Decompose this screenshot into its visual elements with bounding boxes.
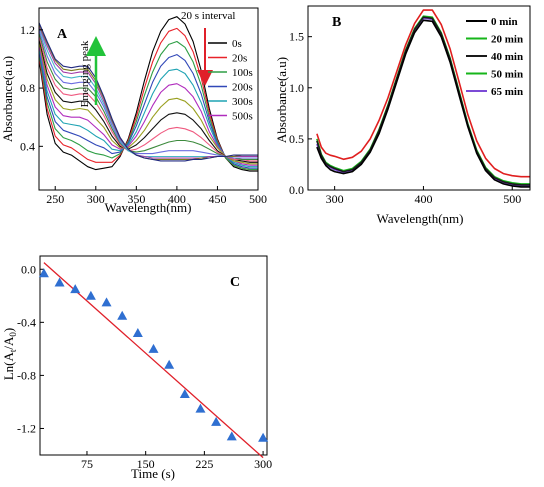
x-tick-label: 75 bbox=[81, 457, 93, 471]
y-tick-label: -0.4 bbox=[17, 315, 36, 329]
data-point bbox=[101, 297, 112, 307]
series-line-14 bbox=[38, 22, 258, 162]
fit-line bbox=[43, 262, 264, 459]
y-tick-label: 0.0 bbox=[289, 183, 304, 197]
y-tick-label: 0.8 bbox=[20, 81, 35, 95]
panel-c-ylabel-end: ) bbox=[1, 328, 16, 332]
series-line-4 bbox=[316, 19, 530, 188]
data-point bbox=[148, 343, 159, 353]
data-point bbox=[164, 359, 175, 369]
y-tick-label: -0.8 bbox=[17, 368, 36, 382]
series-line-8 bbox=[38, 35, 258, 162]
x-tick-label: 300 bbox=[87, 192, 105, 206]
legend-label: 0 min bbox=[491, 16, 518, 28]
series-line-10 bbox=[38, 29, 258, 159]
data-point bbox=[226, 431, 237, 441]
series-line-9 bbox=[38, 32, 258, 160]
panel-c: 75 150 225 300 0.0 -0.4 -0.8 -1.2 C Time (s) Ln… bbox=[1, 255, 272, 481]
panel-a-xlabel: Wavelength(nm) bbox=[104, 200, 191, 215]
panel-c-ylabel-sub1: t bbox=[8, 349, 18, 352]
series-line-0 bbox=[316, 9, 530, 178]
emerging-peak-annotation: Emerging peak bbox=[79, 40, 91, 107]
panel-c-ylabel-main: Ln(A bbox=[1, 351, 16, 380]
panel-b: 300 400 500 0.0 0.5 1.0 1.5 B Wavelength(nm) A… bbox=[274, 5, 531, 226]
x-tick-label: 300 bbox=[254, 457, 272, 471]
x-tick-label: 400 bbox=[168, 192, 186, 206]
x-tick-label: 150 bbox=[137, 457, 155, 471]
series-line-2 bbox=[38, 40, 258, 171]
panel-c-ylabel-sub2: 0 bbox=[8, 332, 18, 337]
legend-label: 65 min bbox=[491, 86, 523, 98]
panel-c-ticks: 75 150 225 300 0.0 -0.4 -0.8 -1.2 bbox=[17, 262, 272, 471]
legend-label: 50 min bbox=[491, 69, 523, 81]
panel-b-ticks: 300 400 500 0.0 0.5 1.0 1.5 bbox=[289, 30, 521, 206]
y-tick-label: 0.4 bbox=[20, 139, 35, 153]
panel-c-ylabel: Ln(At/A0) bbox=[1, 328, 18, 381]
panel-b-label: B bbox=[332, 15, 341, 30]
x-tick-label: 300 bbox=[326, 192, 344, 206]
interval-annotation: 20 s interval bbox=[181, 10, 235, 22]
x-tick-label: 350 bbox=[127, 192, 145, 206]
panel-c-points-group bbox=[38, 268, 269, 442]
panel-a-series-group bbox=[38, 16, 258, 172]
data-point bbox=[85, 290, 96, 300]
data-point bbox=[38, 268, 49, 278]
data-point bbox=[211, 416, 222, 426]
x-tick-label: 450 bbox=[208, 192, 226, 206]
series-line-6 bbox=[38, 41, 258, 165]
x-tick-label: 500 bbox=[249, 192, 267, 206]
panel-c-ylabel-mid: /A bbox=[1, 336, 16, 350]
panel-b-legend: 0 min 20 min 40 min 50 min 65 min bbox=[466, 16, 523, 98]
series-line-5 bbox=[38, 44, 258, 166]
y-tick-label: -1.2 bbox=[17, 421, 36, 435]
panel-c-fit-group bbox=[43, 262, 264, 459]
panel-b-series-group bbox=[316, 9, 530, 188]
legend-label: 100s bbox=[232, 67, 253, 79]
legend-label: 200s bbox=[232, 82, 253, 94]
panel-c-frame bbox=[39, 255, 268, 456]
x-tick-label: 400 bbox=[414, 192, 432, 206]
panel-b-frame bbox=[307, 5, 531, 191]
panel-a-frame bbox=[38, 7, 259, 191]
series-line-7 bbox=[38, 38, 258, 163]
panel-a-ylabel: Absorbance(a.u) bbox=[0, 56, 15, 142]
legend-label: 40 min bbox=[491, 51, 523, 63]
data-point bbox=[258, 432, 269, 442]
series-line-1 bbox=[38, 27, 258, 171]
x-tick-label: 225 bbox=[195, 457, 213, 471]
y-tick-label: 1.5 bbox=[289, 30, 304, 44]
panel-c-label: C bbox=[230, 275, 240, 290]
panel-a: 250 300 350 400 450 500 0.4 0.8 1.2 A Wavelength… bbox=[0, 7, 267, 215]
x-tick-label: 250 bbox=[46, 192, 64, 206]
data-point bbox=[195, 403, 206, 413]
data-point bbox=[132, 327, 143, 337]
y-tick-label: 0.5 bbox=[289, 132, 304, 146]
panel-c-xlabel: Time (s) bbox=[131, 466, 175, 481]
legend-label: 0s bbox=[232, 38, 242, 50]
legend-label: 500s bbox=[232, 111, 253, 123]
data-point bbox=[117, 310, 128, 320]
y-tick-label: 1.2 bbox=[20, 23, 35, 37]
y-tick-label: 0.0 bbox=[21, 262, 36, 276]
data-point bbox=[54, 277, 65, 287]
panel-b-xlabel: Wavelength(nm) bbox=[376, 211, 463, 226]
y-tick-label: 1.0 bbox=[289, 81, 304, 95]
series-line-3 bbox=[316, 16, 530, 186]
x-tick-label: 500 bbox=[503, 192, 521, 206]
legend-label: 20 min bbox=[491, 34, 523, 46]
legend-label: 20s bbox=[232, 53, 247, 65]
panel-a-ticks: 250 300 350 400 450 500 0.4 0.8 1.2 bbox=[20, 23, 267, 206]
data-point bbox=[179, 388, 190, 398]
panel-a-label: A bbox=[57, 27, 68, 42]
panel-a-legend: 0s 20s 100s 200s 300s 500s bbox=[208, 38, 253, 123]
legend-label: 300s bbox=[232, 96, 253, 108]
panel-b-ylabel: Absorbance(a.u) bbox=[274, 57, 289, 143]
data-point bbox=[70, 284, 81, 294]
